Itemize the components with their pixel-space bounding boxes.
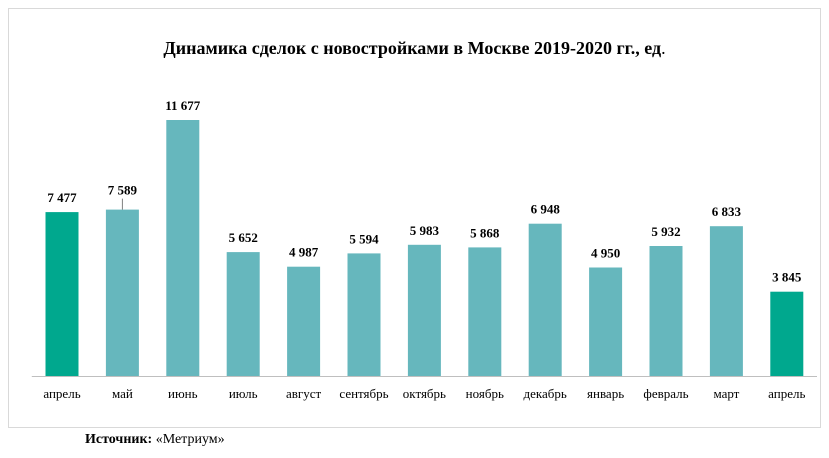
category-label-8: декабрь	[524, 386, 567, 401]
value-label-7: 5 868	[470, 225, 500, 240]
value-label-6: 5 983	[410, 223, 440, 238]
category-label-10: февраль	[643, 386, 688, 401]
value-label-3: 5 652	[229, 230, 258, 245]
category-label-4: август	[286, 386, 322, 401]
bar-4	[287, 266, 321, 376]
category-label-0: апрель	[43, 386, 80, 401]
chart-title: Динамика сделок с новостройками в Москве…	[0, 38, 829, 59]
bar-5	[347, 253, 381, 376]
bar-7	[468, 247, 502, 376]
category-label-6: октябрь	[403, 386, 446, 401]
value-label-4: 4 987	[289, 245, 319, 260]
value-labels-group: 7 477 7 589 11 677 5 652 4 987 5 594 5 983 5 86…	[47, 98, 802, 285]
category-label-5: сентябрь	[339, 386, 388, 401]
bar-10	[649, 246, 683, 376]
value-label-11: 6 833	[712, 204, 742, 219]
value-label-2: 11 677	[165, 98, 201, 113]
category-label-1: май	[112, 386, 133, 401]
bar-12	[770, 291, 804, 376]
value-label-1: 7 589	[108, 183, 138, 198]
category-label-2: июнь	[168, 386, 198, 401]
value-label-12: 3 845	[772, 270, 802, 285]
value-label-8: 6 948	[531, 202, 561, 217]
chart-title-dot: .	[661, 38, 666, 58]
chart-title-main: Динамика сделок с новостройками в Москве…	[163, 38, 662, 58]
category-label-7: ноябрь	[466, 386, 504, 401]
bar-6	[407, 244, 441, 376]
value-label-9: 4 950	[591, 246, 620, 261]
source-note: Источник: «Метриум»	[85, 432, 225, 448]
category-label-11: март	[713, 386, 739, 401]
bar-11	[709, 226, 743, 376]
value-label-10: 5 932	[651, 224, 680, 239]
bars-group	[45, 120, 804, 376]
bar-9	[589, 267, 623, 376]
source-label: Источник:	[85, 432, 153, 447]
category-label-9: январь	[587, 386, 624, 401]
value-label-0: 7 477	[47, 190, 77, 205]
category-label-12: апрель	[768, 386, 805, 401]
bar-3	[226, 252, 260, 376]
category-labels-group: апрель май июнь июль август сентябрь октябрь но…	[43, 386, 805, 401]
source-value: «Метриум»	[155, 432, 225, 447]
bar-1	[105, 209, 139, 376]
bar-2	[166, 120, 200, 376]
bar-8	[528, 223, 562, 376]
bar-0	[45, 212, 79, 376]
category-label-3: июль	[229, 386, 258, 401]
value-label-5: 5 594	[349, 231, 379, 246]
